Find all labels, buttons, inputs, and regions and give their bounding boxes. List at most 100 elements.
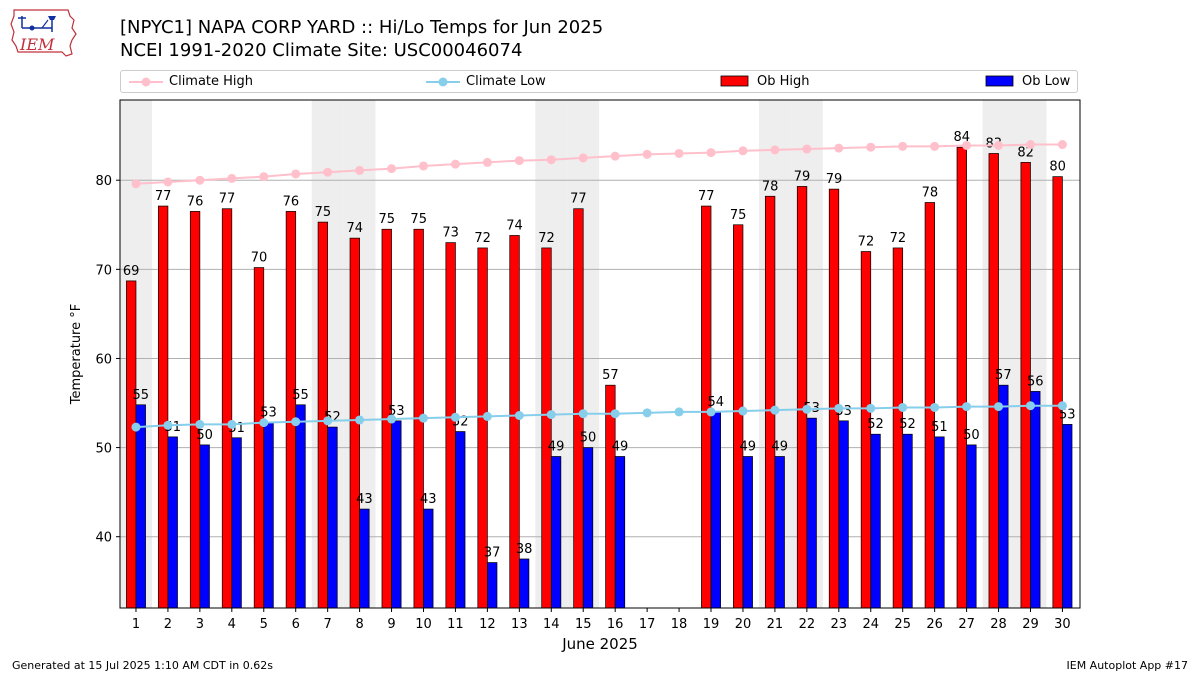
climate-low-point-7 (323, 416, 333, 426)
climate-high-point-8 (355, 165, 365, 175)
ob-low-bar-26 (934, 436, 945, 609)
ob-high-label-23: 79 (826, 172, 843, 187)
xtick-label-26: 26 (926, 617, 943, 632)
climate-low-point-1 (131, 422, 141, 432)
ob-low-label-12: 37 (484, 546, 501, 561)
climate-low-point-9 (387, 414, 397, 424)
xtick-label-9: 9 (387, 617, 395, 632)
ob-high-label-2: 77 (155, 189, 172, 204)
xtick-label-28: 28 (990, 617, 1007, 632)
climate-high-point-24 (866, 142, 876, 152)
ob-low-label-10: 43 (420, 492, 437, 507)
ob-low-label-13: 38 (516, 542, 533, 557)
climate-high-point-21 (770, 145, 780, 155)
ob-low-bar-11 (455, 431, 466, 609)
climate-high-point-11 (450, 159, 460, 169)
ob-low-bar-8 (359, 508, 370, 609)
xtick-label-24: 24 (862, 617, 879, 632)
ob-high-label-24: 72 (858, 235, 875, 250)
climate-low-point-27 (962, 402, 972, 412)
chart-title: [NPYC1] NAPA CORP YARD :: Hi/Lo Temps fo… (120, 17, 604, 38)
footer-app: IEM Autoplot App #17 (1066, 659, 1189, 672)
ytick-label-40: 40 (95, 531, 112, 546)
xtick-label-25: 25 (894, 617, 911, 632)
climate-high-point-14 (546, 155, 556, 165)
climate-high-point-7 (323, 167, 333, 177)
ob-low-label-21: 49 (771, 439, 788, 454)
climate-high-point-13 (514, 156, 524, 166)
xtick-label-3: 3 (196, 617, 204, 632)
climate-low-point-25 (898, 402, 908, 412)
climate-low-point-18 (674, 407, 684, 417)
ob-low-bar-25 (902, 433, 913, 609)
climate-high-point-22 (802, 144, 812, 154)
ob-high-label-9: 75 (378, 212, 395, 227)
ob-low-bar-24 (870, 433, 881, 609)
ob-low-bar-2 (167, 436, 178, 609)
xtick-label-18: 18 (671, 617, 688, 632)
climate-low-point-22 (802, 404, 812, 414)
climate-low-point-8 (355, 415, 365, 425)
climate-high-point-15 (578, 153, 588, 163)
ob-low-bar-27 (966, 444, 977, 609)
ob-high-bar-27 (956, 146, 967, 609)
climate-low-line (135, 404, 1063, 429)
ob-low-bar-15 (582, 447, 594, 609)
footer-generated: Generated at 15 Jul 2025 1:10 AM CDT in … (12, 659, 273, 672)
ob-high-label-12: 72 (474, 231, 491, 246)
ob-high-label-10: 75 (410, 212, 427, 227)
xtick-label-5: 5 (260, 617, 268, 632)
xtick-label-14: 14 (543, 617, 560, 632)
climate-low-point-28 (994, 402, 1004, 412)
xtick-label-30: 30 (1054, 617, 1071, 632)
ob-high-label-25: 72 (890, 231, 907, 246)
ob-high-label-1: 69 (123, 264, 140, 279)
ob-high-bar-23 (828, 188, 840, 609)
ytick-label-80: 80 (95, 174, 112, 189)
xtick-label-10: 10 (415, 617, 432, 632)
ob-low-bar-12 (487, 562, 498, 609)
ob-low-bar-10 (423, 508, 434, 609)
climate-high-point-2 (163, 177, 173, 187)
legend-climate-high-label: Climate High (169, 74, 254, 89)
ob-low-bar-6 (295, 404, 306, 609)
ob-low-label-5: 53 (260, 406, 277, 421)
xtick-label-27: 27 (958, 617, 975, 632)
xtick-label-29: 29 (1022, 617, 1039, 632)
ob-low-bar-3 (199, 444, 210, 609)
climate-low-point-24 (866, 403, 876, 413)
ob-low-label-1: 55 (132, 388, 149, 403)
chart-legend: Climate High Climate Low Ob High Ob Low (120, 70, 1078, 93)
legend-climate-low-label: Climate Low (466, 74, 546, 89)
ob-high-label-20: 75 (730, 208, 747, 223)
climate-low-point-5 (259, 418, 269, 428)
xtick-label-4: 4 (228, 617, 236, 632)
ob-low-bar-28 (998, 384, 1009, 609)
xtick-label-7: 7 (324, 617, 332, 632)
ob-high-label-21: 78 (762, 179, 779, 194)
xtick-label-13: 13 (511, 617, 528, 632)
climate-high-point-19 (706, 148, 716, 158)
climate-low-point-3 (195, 419, 205, 429)
xtick-label-23: 23 (831, 617, 848, 632)
ob-high-label-3: 76 (187, 194, 204, 209)
ob-low-bar-9 (391, 420, 402, 609)
ob-high-bar-20 (733, 224, 744, 609)
xtick-label-22: 22 (799, 617, 816, 632)
ob-high-bar-1 (126, 280, 137, 609)
climate-low-point-17 (642, 408, 652, 418)
ob-low-bar-4 (231, 437, 242, 609)
climate-high-point-1 (131, 179, 141, 189)
climate-low-point-13 (514, 410, 524, 420)
climate-high-point-3 (195, 175, 205, 185)
climate-high-point-18 (674, 148, 684, 158)
ob-high-label-8: 74 (347, 221, 364, 236)
legend-ob-high-label: Ob High (757, 74, 810, 89)
ob-high-label-30: 80 (1049, 160, 1066, 175)
climate-high-point-6 (291, 169, 301, 179)
ob-low-bar-16 (614, 456, 626, 609)
ob-high-label-29: 82 (1017, 145, 1034, 160)
ob-high-bar-15 (573, 208, 584, 609)
ytick-label-50: 50 (95, 442, 112, 457)
ob-high-label-26: 78 (922, 185, 939, 200)
